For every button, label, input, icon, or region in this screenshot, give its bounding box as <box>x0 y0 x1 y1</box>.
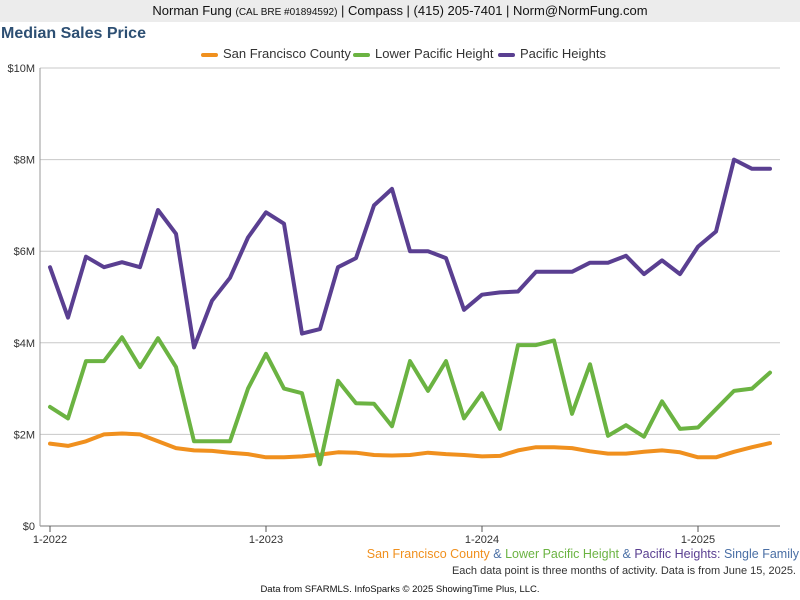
y-tick-label-5: $10M <box>7 63 35 75</box>
subtitle-lph: Lower Pacific Height <box>505 547 620 561</box>
legend-label-sf: San Francisco County <box>223 46 351 61</box>
legend-swatch-ph <box>498 52 515 57</box>
subtitle-amp-2: & <box>622 547 631 561</box>
subtitle-amp-1: & <box>493 547 502 561</box>
chart-subtitle: San Francisco County & Lower Pacific Hei… <box>367 547 799 561</box>
agent-name: Norman Fung <box>152 3 232 18</box>
subtitle-ph: Pacific Heights: <box>634 547 721 561</box>
x-tick-label-1: 1-2023 <box>249 534 283 546</box>
series-line-2 <box>48 157 772 350</box>
y-tick-label-4: $8M <box>14 155 35 167</box>
series-line-0 <box>48 431 772 460</box>
y-tick-label-2: $4M <box>14 338 35 350</box>
agent-license: (CAL BRE #01894592) <box>235 7 338 18</box>
data-source-footer: Data from SFARMLS. InfoSparks © 2025 Sho… <box>260 584 540 595</box>
series-line-1 <box>48 335 772 467</box>
agent-header-bar: Norman Fung (CAL BRE #01894592) | Compas… <box>0 0 800 22</box>
legend-item-ph[interactable]: Pacific Heights <box>498 45 606 63</box>
subtitle-sf: San Francisco County <box>366 547 490 561</box>
x-tick-label-3: 1-2025 <box>681 534 715 546</box>
x-tick-label-0: 1-2022 <box>33 534 67 546</box>
chart-title: Median Sales Price <box>1 25 146 42</box>
data-note: Each data point is three months of activ… <box>451 565 796 577</box>
legend-swatch-sf <box>201 52 218 57</box>
x-tick-label-2: 1-2024 <box>465 534 499 546</box>
subtitle-property-type: Single Family <box>723 547 799 561</box>
y-tick-label-1: $2M <box>14 429 35 441</box>
legend-label-ph: Pacific Heights <box>520 46 606 61</box>
y-tick-label-0: $0 <box>23 521 35 533</box>
agent-contact: | Compass | (415) 205-7401 | Norm@NormFu… <box>341 3 648 18</box>
legend-item-sf[interactable]: San Francisco County <box>201 45 351 63</box>
y-tick-label-3: $6M <box>14 246 35 258</box>
chart-legend: San Francisco County Lower Pacific Heigh… <box>0 45 800 63</box>
legend-swatch-lph <box>353 52 370 57</box>
legend-item-lph[interactable]: Lower Pacific Height <box>353 45 494 63</box>
legend-label-lph: Lower Pacific Height <box>375 46 494 61</box>
